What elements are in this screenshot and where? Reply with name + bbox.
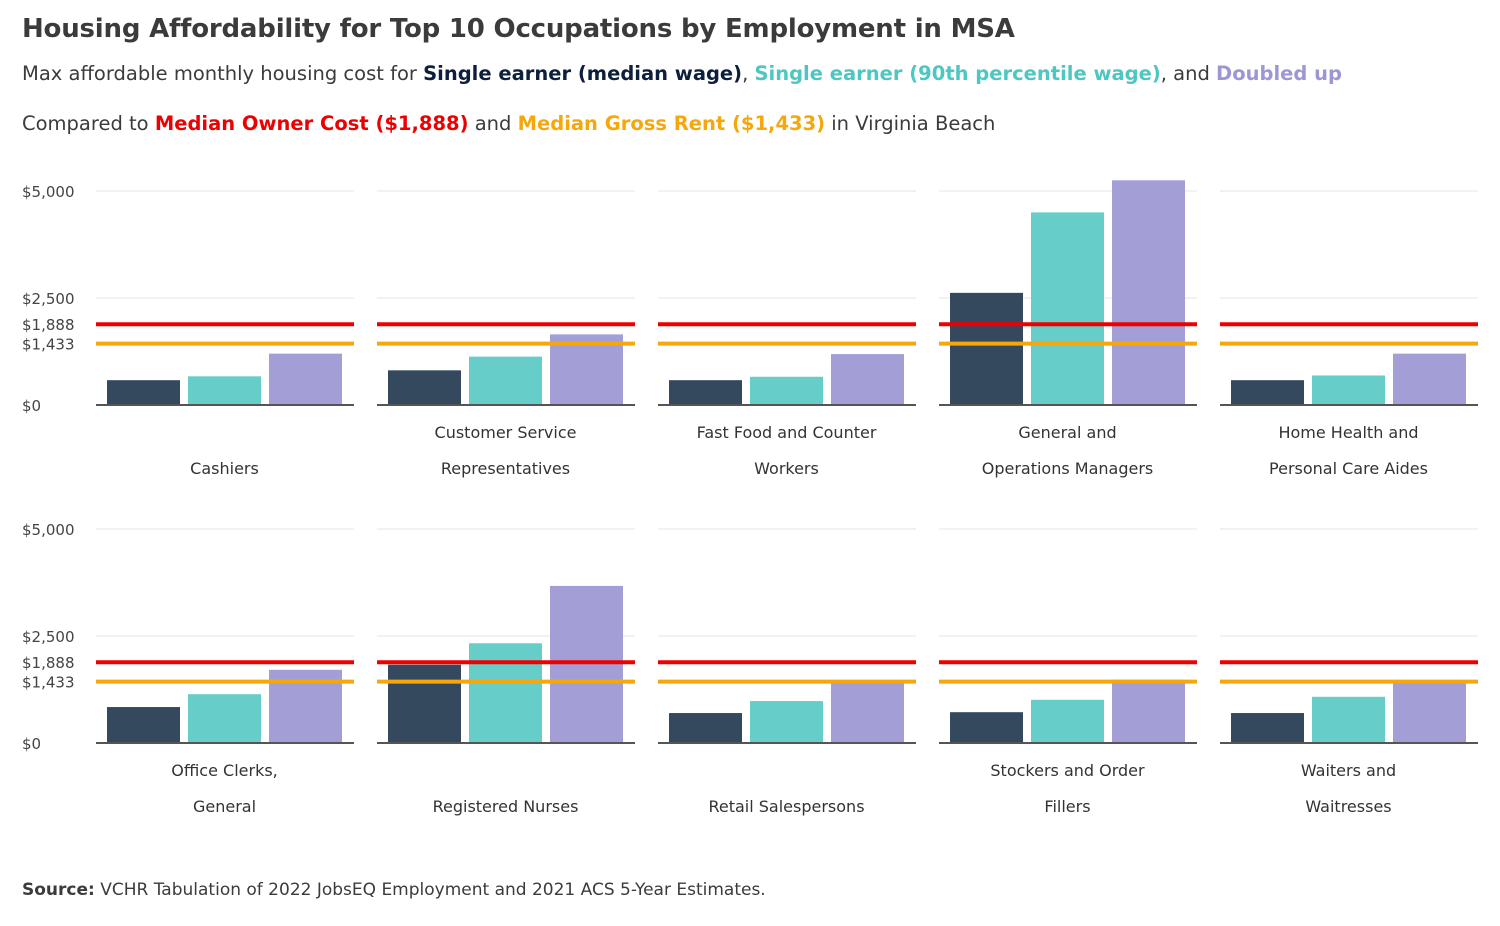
bar-single-earner-90th: [1031, 699, 1104, 743]
subtitle-suffix: in Virginia Beach: [825, 112, 996, 135]
source-label: Source:: [22, 880, 95, 900]
category-label: General: [193, 797, 256, 816]
bar-single-earner-median: [950, 712, 1023, 743]
bar-single-earner-median: [1231, 713, 1304, 743]
bar-single-earner-90th: [469, 643, 542, 743]
category-label: Retail Salespersons: [708, 797, 864, 816]
subtitle-prefix: Max affordable monthly housing cost for: [22, 62, 424, 85]
bar-doubled-up: [1112, 679, 1185, 743]
category-label: Registered Nurses: [433, 797, 579, 816]
bar-single-earner-median: [669, 380, 742, 405]
legend-single-earner-median: Single earner (median wage): [423, 62, 743, 85]
bar-doubled-up: [831, 682, 904, 743]
subtitle-separator: , and: [1160, 62, 1217, 85]
bar-single-earner-median: [388, 370, 461, 405]
bar-doubled-up: [831, 354, 904, 405]
bar-single-earner-90th: [1312, 696, 1385, 743]
bar-doubled-up: [550, 334, 623, 405]
y-tick-label: $0: [22, 397, 41, 415]
bar-single-earner-median: [107, 380, 180, 405]
bar-single-earner-90th: [188, 694, 261, 743]
category-label: Stockers and Order: [990, 761, 1145, 780]
bar-single-earner-90th: [1031, 212, 1104, 405]
y-tick-label: $2,500: [22, 628, 75, 646]
chart-title: Housing Affordability for Top 10 Occupat…: [22, 14, 1015, 44]
bar-single-earner-90th: [750, 376, 823, 405]
bar-single-earner-median: [950, 292, 1023, 405]
source-text: VCHR Tabulation of 2022 JobsEQ Employmen…: [94, 880, 766, 900]
bar-single-earner-90th: [469, 356, 542, 405]
subtitle-connector: and: [474, 112, 518, 135]
category-label: General and: [1018, 423, 1116, 442]
category-label: Waitresses: [1305, 797, 1391, 816]
y-tick-label: $1,888: [22, 654, 75, 672]
legend-doubled-up: Doubled up: [1216, 62, 1342, 85]
bar-single-earner-median: [1231, 380, 1304, 405]
bar-single-earner-median: [669, 713, 742, 743]
bar-single-earner-median: [388, 664, 461, 743]
bar-single-earner-90th: [188, 376, 261, 405]
category-label: Office Clerks,: [171, 761, 278, 780]
y-tick-label: $5,000: [22, 521, 75, 539]
bar-single-earner-90th: [1312, 375, 1385, 405]
source-note: Source: VCHR Tabulation of 2022 JobsEQ E…: [22, 880, 766, 900]
category-label: Customer Service: [435, 423, 577, 442]
category-label: Fast Food and Counter: [697, 423, 877, 442]
y-tick-label: $1,433: [22, 336, 75, 354]
bar-doubled-up: [550, 585, 623, 743]
bar-doubled-up: [1112, 180, 1185, 405]
category-label: Operations Managers: [982, 459, 1154, 478]
legend-median-gross-rent: Median Gross Rent ($1,433): [517, 112, 826, 135]
category-label: Representatives: [441, 459, 570, 478]
legend-single-earner-90th: Single earner (90th percentile wage): [754, 62, 1161, 85]
bar-doubled-up: [1393, 680, 1466, 743]
bar-doubled-up: [1393, 353, 1466, 405]
category-label: Home Health and: [1278, 423, 1418, 442]
category-label: Fillers: [1044, 797, 1090, 816]
y-tick-label: $2,500: [22, 290, 75, 308]
y-tick-label: $1,433: [22, 674, 75, 692]
bar-doubled-up: [269, 353, 342, 405]
y-tick-label: $5,000: [22, 183, 75, 201]
y-tick-label: $0: [22, 735, 41, 753]
chart-subtitle-series: Max affordable monthly housing cost for …: [22, 62, 1342, 85]
category-label: Waiters and: [1301, 761, 1396, 780]
category-label: Cashiers: [190, 459, 259, 478]
subtitle-prefix: Compared to: [22, 112, 155, 135]
category-label: Workers: [754, 459, 819, 478]
y-tick-label: $1,888: [22, 316, 75, 334]
bar-single-earner-median: [107, 707, 180, 743]
chart-subtitle-reference: Compared to Median Owner Cost ($1,888) a…: [22, 112, 995, 135]
legend-median-owner-cost: Median Owner Cost ($1,888): [154, 112, 469, 135]
bar-single-earner-90th: [750, 701, 823, 743]
category-label: Personal Care Aides: [1269, 459, 1428, 478]
subtitle-separator: ,: [742, 62, 755, 85]
